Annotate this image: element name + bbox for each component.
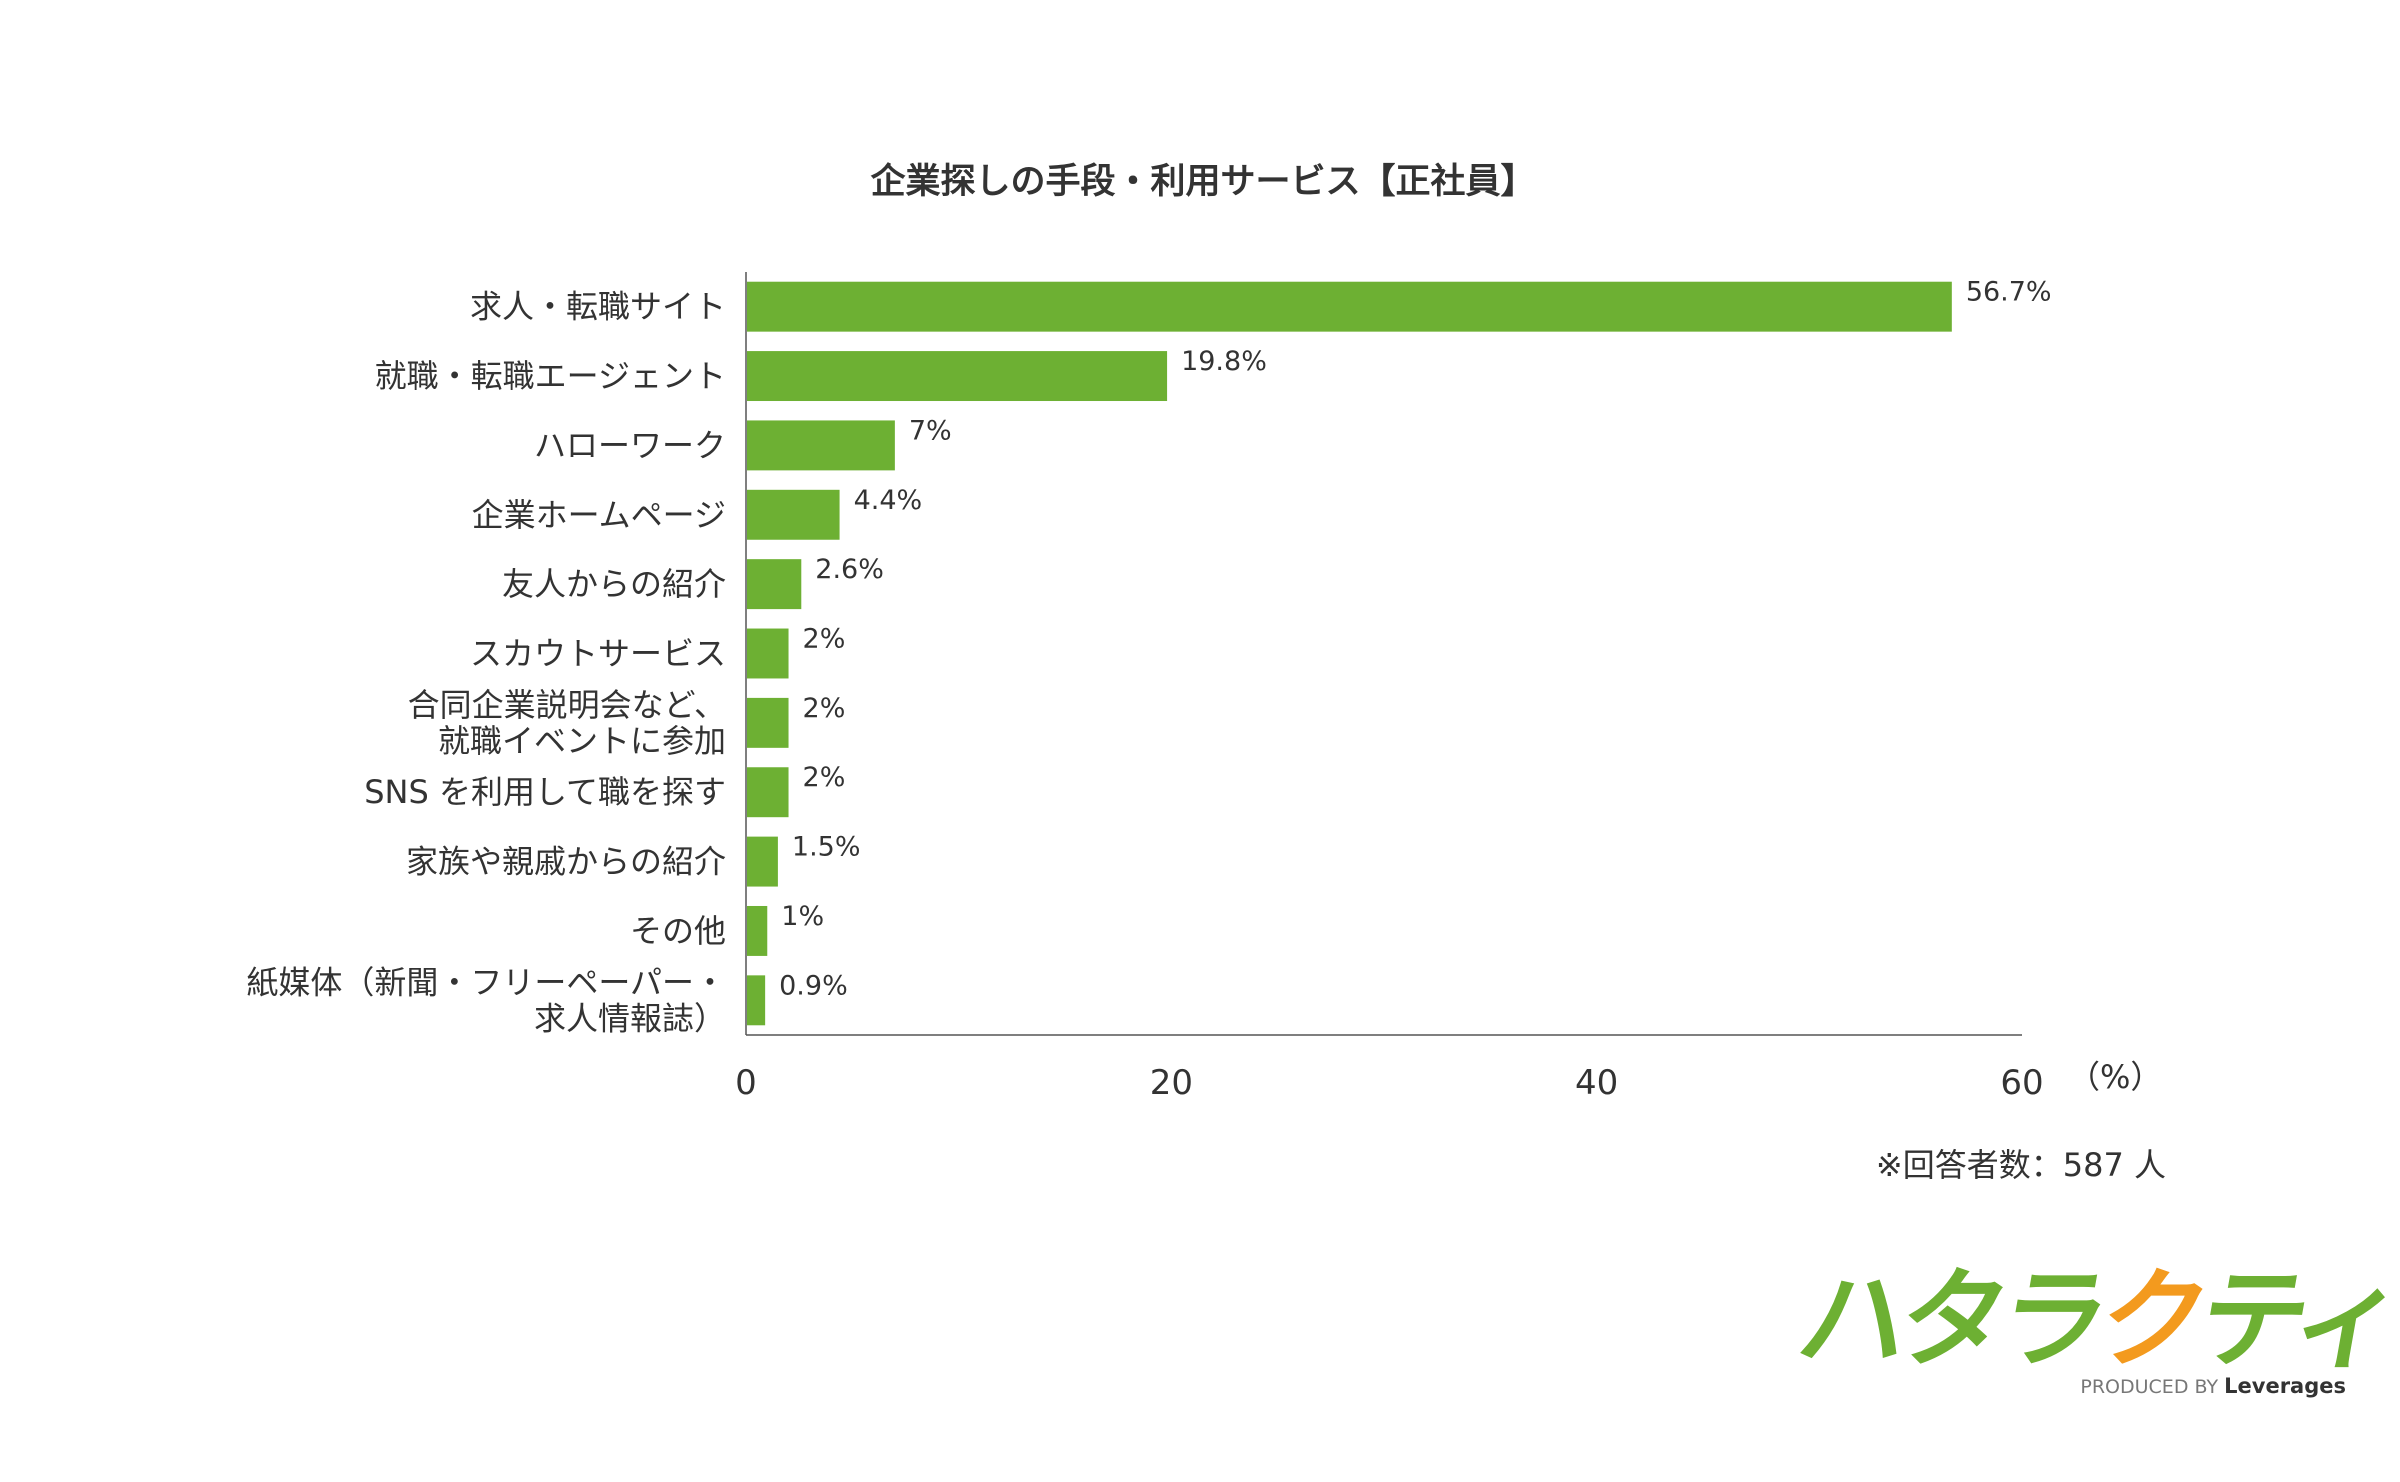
category-labels: 求人・転職サイト就職・転職エージェントハローワーク企業ホームページ友人からの紹介… bbox=[246, 288, 726, 1038]
category-label-5: スカウトサービス bbox=[470, 635, 726, 673]
value-label-3: 4.4% bbox=[854, 485, 923, 516]
value-label-6: 2% bbox=[803, 693, 846, 724]
bar-8 bbox=[747, 836, 778, 887]
value-label-4: 2.6% bbox=[815, 554, 884, 585]
category-label-4: 友人からの紹介 bbox=[502, 565, 726, 603]
bar-4 bbox=[747, 559, 802, 610]
category-label-2: ハローワーク bbox=[534, 426, 726, 464]
bars-group bbox=[747, 281, 1952, 1026]
x-tick-2: 40 bbox=[1575, 1063, 1618, 1103]
category-label-6-line-0: 合同企業説明会など、 bbox=[408, 686, 726, 724]
bar-3 bbox=[747, 489, 840, 540]
bar-5 bbox=[747, 628, 789, 679]
category-label-2-line-0: ハローワーク bbox=[534, 426, 726, 464]
category-label-9-line-0: その他 bbox=[630, 912, 726, 950]
value-label-9: 1% bbox=[781, 901, 824, 932]
value-label-2: 7% bbox=[909, 415, 952, 446]
category-label-0-line-0: 求人・転職サイト bbox=[470, 288, 726, 326]
x-tick-3: 60 bbox=[2000, 1063, 2043, 1103]
x-axis-unit-label: （%） bbox=[2068, 1058, 2162, 1096]
value-labels: 56.7% 19.8% 7% 4.4% 2.6% 2% 2% 2% 1.5% 1% 0.9% bbox=[779, 277, 2051, 1002]
category-label-5-line-0: スカウトサービス bbox=[470, 635, 726, 673]
bar-10 bbox=[747, 975, 766, 1026]
value-label-1: 19.8% bbox=[1181, 346, 1267, 377]
x-tick-1: 20 bbox=[1150, 1063, 1193, 1103]
produced-by-text: PRODUCED BY bbox=[2080, 1376, 2219, 1398]
hataractive-logo: ハタラクティブ PRODUCED BY Leverages bbox=[1789, 1258, 2400, 1402]
category-label-3-line-0: 企業ホームページ bbox=[472, 496, 726, 534]
category-label-10-line-0: 紙媒体（新聞・フリーペーパー・ bbox=[246, 963, 726, 1001]
value-label-10: 0.9% bbox=[779, 970, 848, 1001]
respondent-note: ※回答者数：587 人 bbox=[1876, 1146, 2166, 1184]
bar-9 bbox=[747, 905, 768, 956]
category-label-7: SNS を利用して職を探す bbox=[364, 773, 726, 811]
x-tick-0: 0 bbox=[735, 1063, 757, 1103]
logo-tagline: PRODUCED BY Leverages bbox=[2080, 1374, 2346, 1398]
category-label-10: 紙媒体（新聞・フリーペーパー・求人情報誌） bbox=[246, 963, 726, 1037]
value-label-0: 56.7% bbox=[1966, 277, 2052, 308]
value-label-8: 1.5% bbox=[792, 832, 861, 863]
category-label-10-line-1: 求人情報誌） bbox=[534, 999, 726, 1037]
bar-7 bbox=[747, 767, 789, 818]
category-label-3: 企業ホームページ bbox=[472, 496, 726, 534]
logo-wordmark: ハタラクティブ bbox=[1789, 1258, 2400, 1383]
logo-part-1: ハタラ bbox=[1789, 1258, 2112, 1383]
leverages-brand: Leverages bbox=[2224, 1374, 2346, 1398]
bar-2 bbox=[747, 420, 895, 471]
logo-part-3: ティブ bbox=[2189, 1258, 2400, 1383]
bar-0 bbox=[747, 281, 1952, 332]
value-label-7: 2% bbox=[803, 762, 846, 793]
bar-1 bbox=[747, 351, 1168, 402]
category-label-1-line-0: 就職・転職エージェント bbox=[375, 357, 726, 395]
category-label-9: その他 bbox=[630, 912, 726, 950]
chart-title: 企業探しの手段・利用サービス【正社員】 bbox=[870, 161, 1535, 202]
x-tick-labels: 0 20 40 60 bbox=[735, 1063, 2043, 1103]
category-label-8: 家族や親戚からの紹介 bbox=[406, 843, 726, 881]
category-label-1: 就職・転職エージェント bbox=[375, 357, 726, 395]
value-label-5: 2% bbox=[803, 624, 846, 655]
category-label-0: 求人・転職サイト bbox=[470, 288, 726, 326]
category-label-6: 合同企業説明会など、就職イベントに参加 bbox=[408, 686, 726, 760]
category-label-7-line-0: SNS を利用して職を探す bbox=[364, 773, 726, 811]
category-label-4-line-0: 友人からの紹介 bbox=[502, 565, 726, 603]
category-label-6-line-1: 就職イベントに参加 bbox=[438, 722, 726, 760]
category-label-8-line-0: 家族や親戚からの紹介 bbox=[406, 843, 726, 881]
bar-6 bbox=[747, 697, 789, 748]
